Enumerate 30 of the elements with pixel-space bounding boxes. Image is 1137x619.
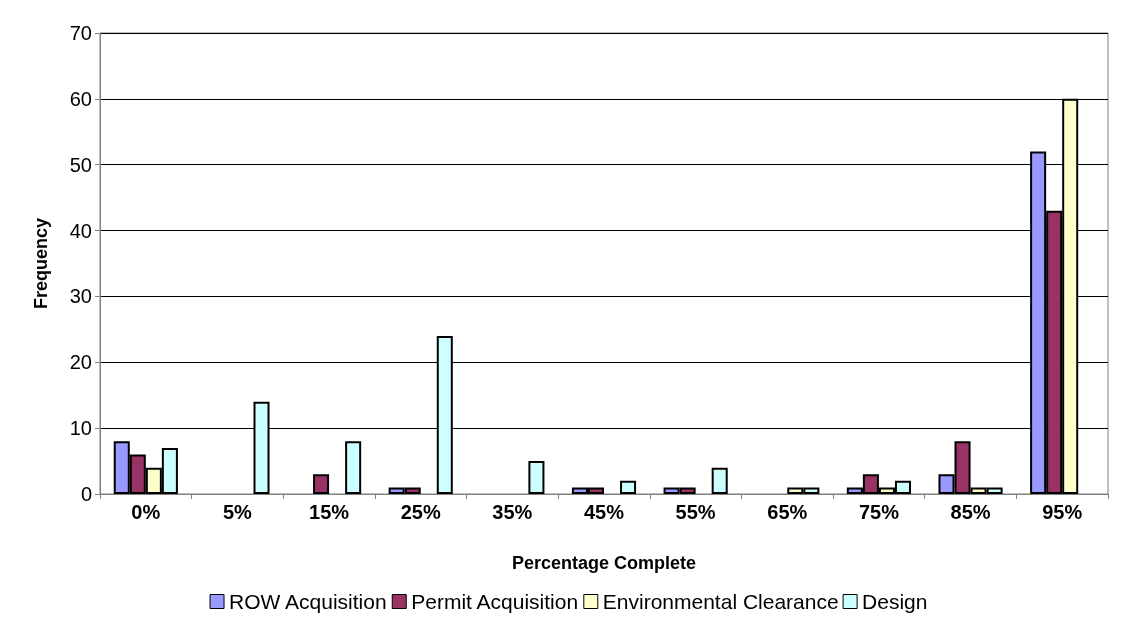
x-tick-label: 75% [858,501,900,523]
bar [313,474,330,494]
legend-label: Permit Acquisition [411,590,579,613]
bar [345,441,362,494]
y-tick-label: 50 [69,153,92,176]
bar [528,461,545,494]
bar [711,467,728,494]
x-tick-label: 85% [950,501,991,523]
y-tick-label: 70 [69,22,92,44]
y-tick-label: 0 [80,483,92,505]
bar [620,480,637,494]
x-tick-label: 65% [767,501,808,523]
y-axis-title: Frequency [31,217,51,310]
x-tick-label: 15% [309,501,350,523]
legend-label: ROW Acquisition [229,590,387,613]
x-tick-label: 55% [675,501,716,523]
x-tick-label: 25% [400,501,441,523]
y-tick-label: 60 [69,87,92,110]
y-tick-label: 40 [69,219,92,242]
y-tick-label: 30 [69,285,92,308]
y-tick-label: 20 [69,351,92,374]
x-tick-label: 45% [583,501,625,523]
legend-label: Design [862,590,928,613]
y-tick-label: 10 [69,417,92,440]
x-tick-label: 0% [131,501,161,523]
x-tick-label: 5% [223,501,253,523]
x-tick-label: 95% [1042,501,1083,523]
x-axis-title: Percentage Complete [511,553,697,573]
legend-label: Environmental Clearance [602,590,839,613]
x-tick-label: 35% [492,501,533,523]
